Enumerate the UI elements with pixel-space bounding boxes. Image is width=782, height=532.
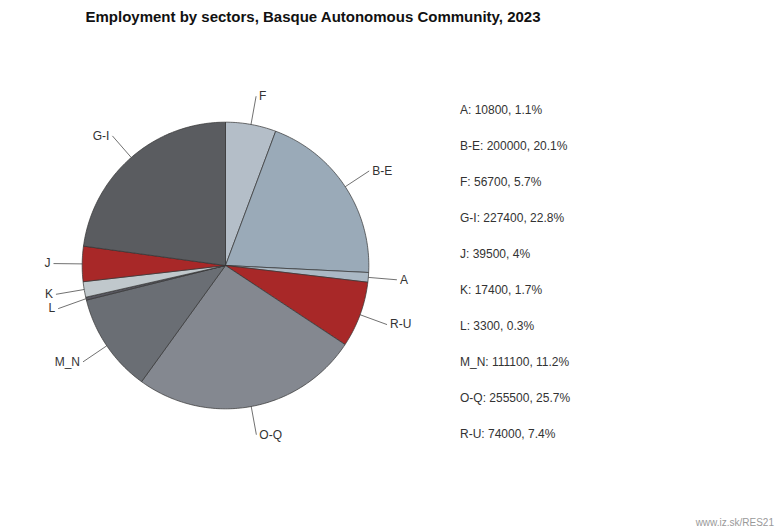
- svg-text:M_N: M_N: [55, 355, 80, 369]
- html-text:Employment by sectors, Basque: Employment by sectors, Basque Autonomous…: [85, 8, 541, 25]
- html-text:F: 56700, 5.7%: F: 56700, 5.7%: [460, 175, 542, 189]
- svg-text:F: F: [259, 89, 266, 103]
- svg-text:R-U: R-U: [390, 317, 411, 331]
- svg-text:B-E: B-E: [372, 164, 392, 178]
- html-text:G-I: 227400, 22.8%: G-I: 227400, 22.8%: [460, 211, 565, 225]
- html-text:M_N: 111100, 11.2%: M_N: 111100, 11.2%: [460, 355, 570, 369]
- svg-text:K: K: [45, 287, 53, 301]
- svg-text:A: A: [400, 273, 408, 287]
- html-text:K: 17400, 1.7%: K: 17400, 1.7%: [460, 283, 543, 297]
- svg-text:L: L: [48, 301, 55, 315]
- html-text:L: 3300, 0.3%: L: 3300, 0.3%: [460, 319, 535, 333]
- svg-text:O-Q: O-Q: [259, 428, 282, 442]
- html-text:A: 10800, 1.1%: A: 10800, 1.1%: [460, 103, 543, 117]
- html-text:B-E: 200000, 20.1%: B-E: 200000, 20.1%: [460, 139, 568, 153]
- html-text:J: 39500, 4%: J: 39500, 4%: [460, 247, 531, 261]
- html-text:R-U: 74000, 7.4%: R-U: 74000, 7.4%: [460, 427, 556, 441]
- html-text:O-Q: 255500, 25.7%: O-Q: 255500, 25.7%: [460, 391, 571, 405]
- svg-text:G-I: G-I: [93, 129, 110, 143]
- html-text:www.iz.sk/RES21: www.iz.sk/RES21: [695, 517, 774, 528]
- svg-text:J: J: [45, 256, 51, 270]
